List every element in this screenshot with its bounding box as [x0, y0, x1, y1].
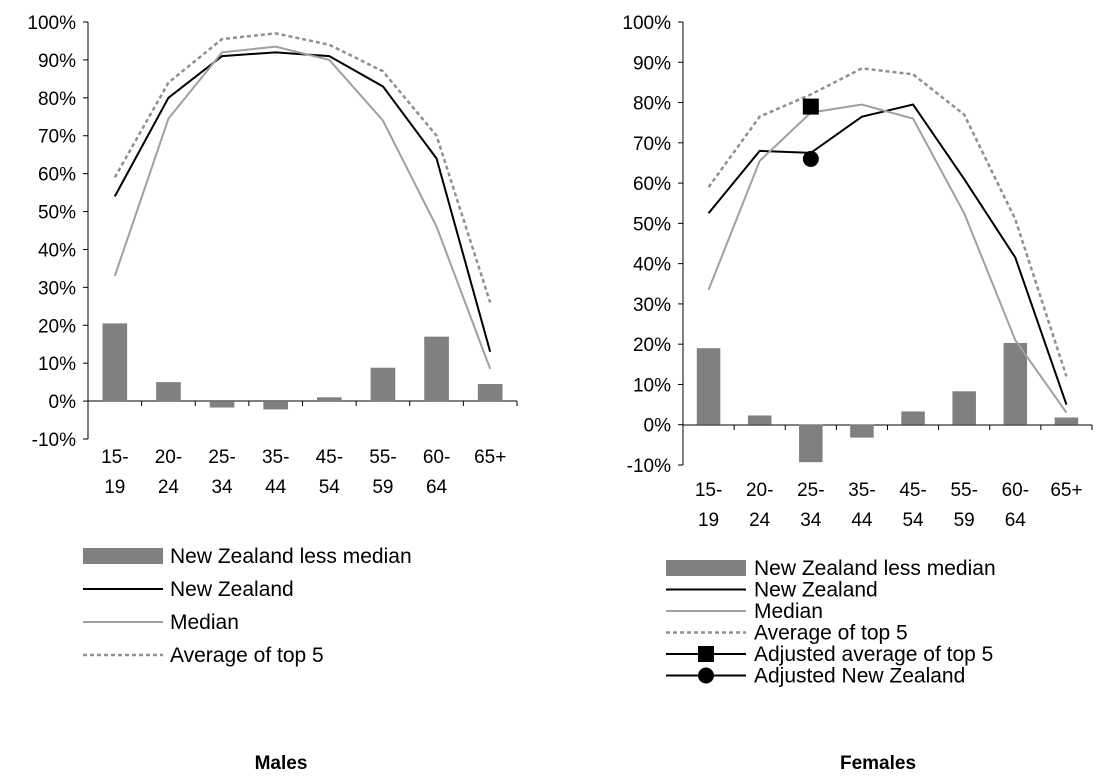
x-tick-label: 15- — [101, 447, 128, 468]
bar — [696, 348, 721, 425]
x-tick-label: 25- — [797, 480, 824, 501]
x-tick-label: 60- — [423, 447, 450, 468]
x-tick-label: 44 — [265, 477, 287, 498]
legend-label: New Zealand less median — [754, 557, 996, 580]
bar — [1054, 417, 1079, 425]
y-tick-label: 60% — [38, 165, 76, 186]
x-tick-label: 45- — [316, 447, 343, 468]
y-tick-label: 0% — [49, 392, 77, 413]
bar — [901, 411, 925, 425]
y-tick-label: 30% — [38, 278, 76, 299]
bar — [424, 336, 449, 402]
series-line — [113, 45, 492, 370]
x-tick-label: 20- — [746, 480, 773, 501]
series-line — [113, 51, 492, 353]
bar — [850, 424, 874, 438]
legend-swatch — [83, 548, 163, 564]
chart-caption: Males — [255, 753, 308, 774]
legend-swatch — [666, 560, 746, 576]
bar — [102, 323, 128, 402]
y-tick-label: 100% — [622, 13, 671, 34]
legend-label: Average of top 5 — [170, 644, 324, 667]
legend-label: Adjusted New Zealand — [754, 665, 965, 688]
y-tick-label: 20% — [38, 316, 76, 337]
x-tick-label: 35- — [848, 480, 875, 501]
x-tick-label: 25- — [208, 447, 235, 468]
legend-label: New Zealand — [170, 578, 294, 601]
y-tick-label: 30% — [633, 295, 671, 316]
y-tick-label: 40% — [633, 255, 671, 276]
bar — [1003, 342, 1028, 425]
y-tick-label: 20% — [633, 335, 671, 356]
series-line — [113, 32, 492, 303]
y-tick-label: 70% — [38, 127, 76, 148]
legend-label: Median — [754, 600, 823, 623]
series-line — [707, 67, 1068, 377]
bar — [747, 415, 772, 425]
x-tick-label: 60- — [1002, 480, 1029, 501]
y-tick-label: 80% — [38, 89, 76, 110]
bar — [263, 401, 289, 410]
bar — [370, 367, 396, 402]
marker-square — [802, 98, 819, 115]
x-tick-label: 19 — [104, 477, 125, 498]
y-tick-label: 70% — [633, 134, 671, 155]
x-tick-label: 34 — [211, 477, 233, 498]
x-tick-label: 44 — [851, 510, 873, 531]
x-tick-label: 64 — [1005, 510, 1027, 531]
series-line — [707, 103, 1068, 414]
y-tick-label: -10% — [627, 456, 671, 477]
y-tick-label: 0% — [644, 416, 672, 437]
x-tick-label: 64 — [426, 477, 448, 498]
y-tick-label: 10% — [633, 375, 671, 396]
bar — [316, 397, 342, 402]
y-tick-label: 100% — [27, 13, 76, 34]
x-tick-label: 55- — [369, 447, 396, 468]
y-tick-label: 50% — [633, 214, 671, 235]
x-tick-label: 24 — [749, 510, 771, 531]
bar — [477, 384, 503, 402]
y-tick-label: 40% — [38, 240, 76, 261]
legend-label: Adjusted average of top 5 — [754, 643, 993, 666]
y-tick-label: 60% — [633, 174, 671, 195]
x-tick-label: 65+ — [474, 447, 506, 468]
bar — [209, 401, 235, 408]
chart-caption: Females — [840, 753, 916, 774]
x-tick-label: 34 — [800, 510, 822, 531]
x-tick-label: 24 — [158, 477, 180, 498]
legend-label: Median — [170, 611, 239, 634]
x-tick-label: 65+ — [1050, 480, 1082, 501]
x-tick-label: 59 — [372, 477, 393, 498]
x-tick-label: 54 — [319, 477, 341, 498]
x-tick-label: 59 — [954, 510, 975, 531]
bar — [799, 424, 823, 463]
chart-1: 100% 90% 80% 70% 60% 50% 40% 30% 20% 10% 0% -10% 15-… — [622, 13, 1093, 774]
y-tick-label: -10% — [32, 430, 76, 451]
legend-label: New Zealand — [754, 579, 878, 602]
x-tick-label: 35- — [262, 447, 289, 468]
x-tick-label: 15- — [695, 480, 722, 501]
y-tick-label: 80% — [633, 94, 671, 115]
legend-marker — [698, 667, 714, 684]
legend-label: Average of top 5 — [754, 622, 908, 645]
marker-circle — [802, 150, 819, 167]
y-tick-label: 90% — [633, 53, 671, 74]
chart-0: 100% 90% 80% 70% 60% 50% 40% 30% 20% 10% 0% -10% 15-… — [27, 13, 518, 774]
bar — [156, 382, 181, 402]
x-tick-label: 54 — [902, 510, 924, 531]
x-tick-label: 55- — [950, 480, 977, 501]
x-tick-label: 19 — [698, 510, 719, 531]
y-tick-label: 10% — [38, 354, 76, 375]
legend-marker — [698, 646, 714, 662]
y-tick-label: 90% — [38, 51, 76, 72]
x-tick-label: 45- — [899, 480, 926, 501]
y-tick-label: 50% — [38, 203, 76, 224]
x-tick-label: 20- — [155, 447, 182, 468]
bar — [952, 391, 976, 425]
legend-label: New Zealand less median — [170, 545, 412, 568]
